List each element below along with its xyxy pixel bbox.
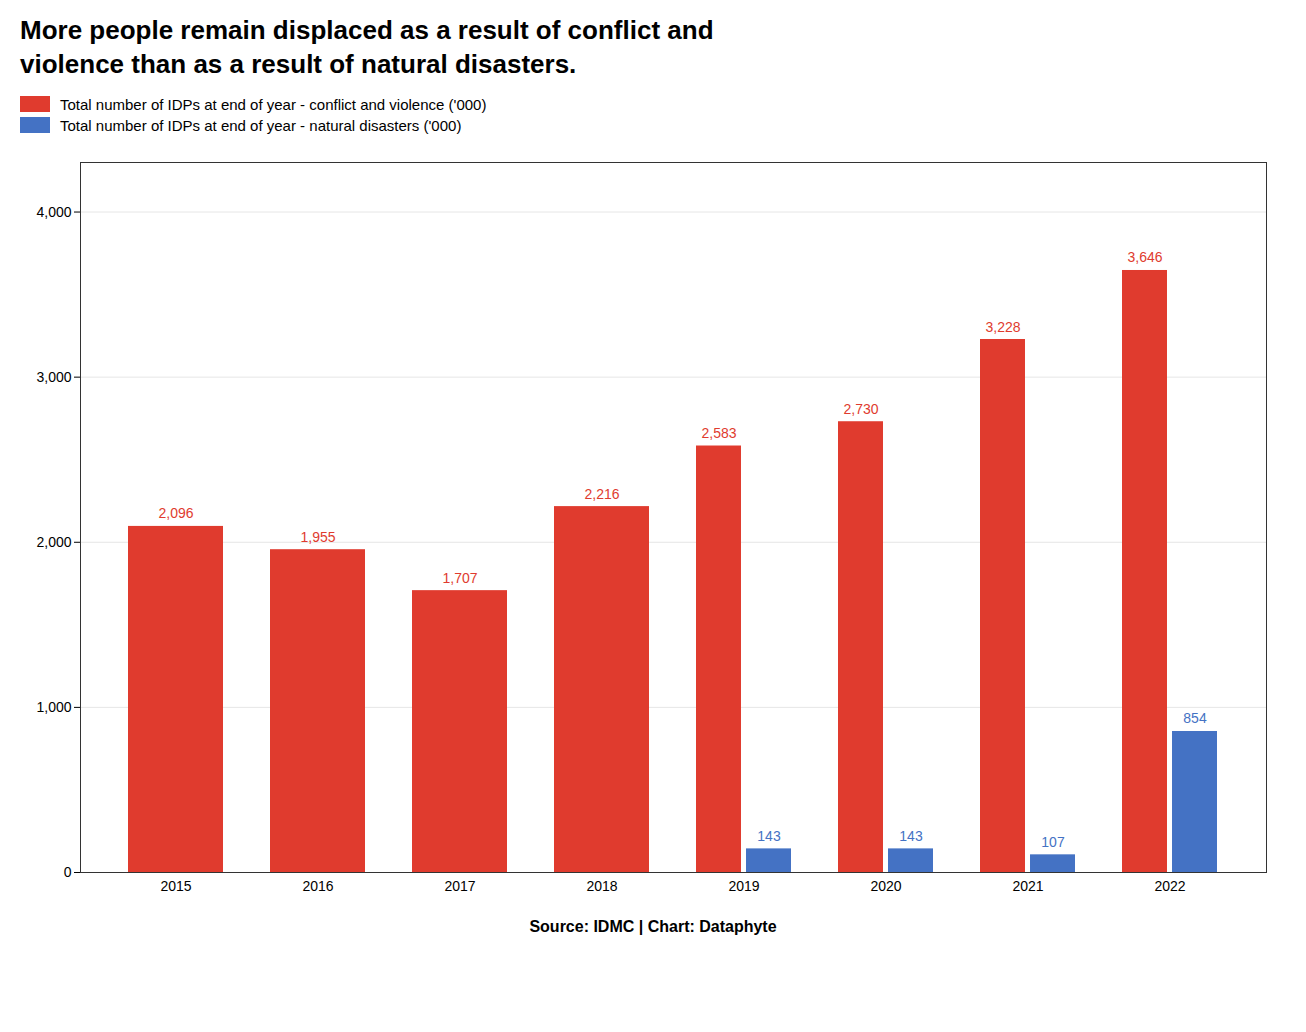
svg-text:2022: 2022 <box>1154 878 1185 894</box>
svg-text:2016: 2016 <box>302 878 333 894</box>
svg-text:2019: 2019 <box>728 878 759 894</box>
svg-text:2018: 2018 <box>586 878 617 894</box>
svg-text:2020: 2020 <box>870 878 901 894</box>
svg-text:854: 854 <box>1183 710 1207 726</box>
html-text:Total number of IDPs at end of: Total number of IDPs at end of year - na… <box>60 116 462 134</box>
svg-text:1,000: 1,000 <box>36 698 71 714</box>
svg-text:4,000: 4,000 <box>36 203 71 219</box>
svg-text:0: 0 <box>64 864 72 880</box>
svg-text:2,583: 2,583 <box>701 425 736 441</box>
svg-text:1,707: 1,707 <box>442 569 477 585</box>
svg-text:143: 143 <box>757 827 781 843</box>
svg-text:2021: 2021 <box>1012 878 1043 894</box>
svg-text:107: 107 <box>1041 833 1065 849</box>
svg-text:3,646: 3,646 <box>1127 249 1162 265</box>
svg-text:2,096: 2,096 <box>158 505 193 521</box>
svg-text:3,228: 3,228 <box>985 318 1020 334</box>
svg-text:2,216: 2,216 <box>584 485 619 501</box>
svg-text:143: 143 <box>899 827 923 843</box>
html-text:Source: IDMC | Chart: Dataphyt: Source: IDMC | Chart: Dataphyte <box>529 917 777 935</box>
svg-text:2017: 2017 <box>444 878 475 894</box>
svg-text:2,000: 2,000 <box>36 533 71 549</box>
svg-text:1,955: 1,955 <box>300 528 335 544</box>
svg-text:2,730: 2,730 <box>843 400 878 416</box>
html-text:More people remain displaced a: More people remain displaced as a result… <box>20 15 714 79</box>
html-text:Total number of IDPs at end of: Total number of IDPs at end of year - co… <box>60 95 487 113</box>
svg-text:2015: 2015 <box>160 878 191 894</box>
svg-text:3,000: 3,000 <box>36 368 71 384</box>
